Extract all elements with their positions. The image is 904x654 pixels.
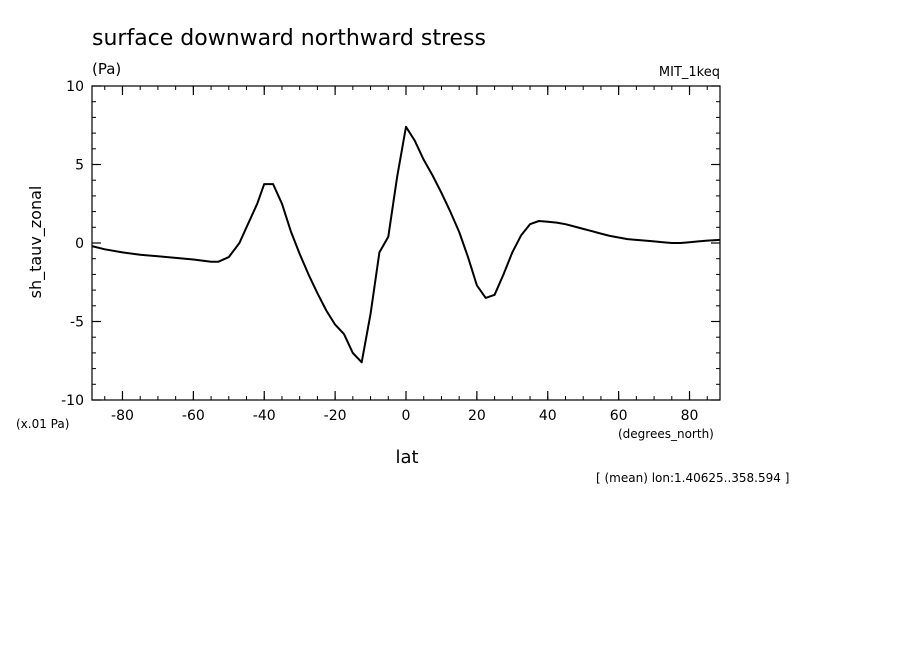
x-tick-label: -80 (111, 408, 134, 424)
x-tick-label: 0 (402, 408, 411, 424)
x-units-label: (degrees_north) (618, 427, 714, 441)
x-tick-label: -20 (324, 408, 347, 424)
x-axis-label: lat (395, 447, 418, 468)
footnote: [ (mean) lon:1.40625..358.594 ] (596, 471, 789, 485)
x-tick-label: 40 (539, 408, 557, 424)
x-tick-label: 20 (468, 408, 486, 424)
y-tick-label: -5 (70, 315, 84, 331)
model-label: MIT_1keq (659, 65, 720, 80)
x-tick-label: -40 (253, 408, 276, 424)
y-scale-label: (x.01 Pa) (16, 417, 69, 431)
series-line (91, 125, 721, 364)
y-tick-label: -10 (61, 393, 84, 409)
x-tick-label: 60 (610, 408, 628, 424)
y-tick-label: 0 (75, 236, 84, 252)
x-tick-label: 80 (681, 408, 699, 424)
y-tick-label: 10 (66, 79, 84, 95)
units-label: (Pa) (92, 60, 121, 78)
plot-frame (91, 85, 721, 401)
y-tick-label: 5 (75, 158, 84, 174)
chart-title: surface downward northward stress (92, 26, 486, 51)
x-tick-label: -60 (182, 408, 205, 424)
y-axis-label: sh_tauv_zonal (26, 186, 46, 299)
